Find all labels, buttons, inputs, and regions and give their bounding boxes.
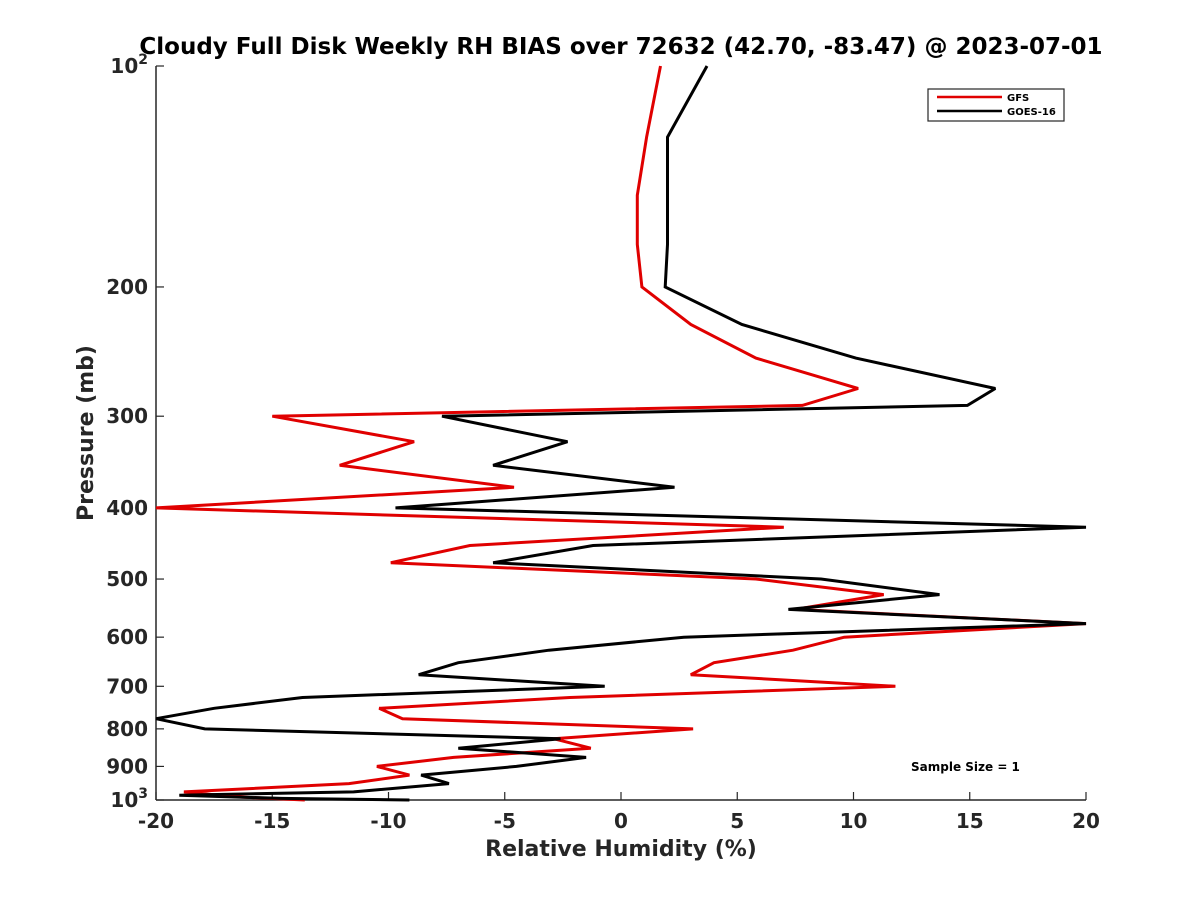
y-tick-label: 600 bbox=[106, 625, 148, 649]
y-ticks: 102 200 300 400 500 600 700 800 900 103 bbox=[106, 52, 164, 812]
y-tick-label: 800 bbox=[106, 717, 148, 741]
y-tick-label: 102 bbox=[110, 52, 148, 78]
series-line-goes16 bbox=[155, 65, 1087, 802]
legend-box bbox=[927, 88, 1065, 122]
legend-label-gfs: GFS bbox=[1007, 93, 1029, 104]
y-tick-label: 900 bbox=[106, 754, 148, 778]
x-axis-label: Relative Humidity (%) bbox=[485, 837, 757, 862]
series-lines bbox=[155, 65, 1087, 802]
x-tick-label: 0 bbox=[614, 809, 628, 833]
y-tick-label: 300 bbox=[106, 404, 148, 428]
x-tick-label: -15 bbox=[254, 809, 290, 833]
x-tick-label: -10 bbox=[370, 809, 406, 833]
x-tick-label: 5 bbox=[730, 809, 744, 833]
y-tick-label: 103 bbox=[110, 786, 148, 812]
chart-title: Cloudy Full Disk Weekly RH BIAS over 726… bbox=[139, 34, 1102, 60]
sample-size-annotation: Sample Size = 1 bbox=[911, 760, 1020, 774]
x-tick-label: -20 bbox=[138, 809, 174, 833]
x-tick-label: 15 bbox=[956, 809, 984, 833]
x-ticks: -20 -15 -10 -5 0 5 10 15 20 bbox=[138, 792, 1100, 833]
y-tick-label: 400 bbox=[106, 496, 148, 520]
x-tick-label: -5 bbox=[494, 809, 516, 833]
legend: GFS GOES-16 bbox=[927, 88, 1065, 122]
legend-label-goes16: GOES-16 bbox=[1007, 107, 1056, 118]
x-tick-label: 10 bbox=[840, 809, 868, 833]
y-tick-label: 200 bbox=[106, 275, 148, 299]
y-axis-label: Pressure (mb) bbox=[74, 345, 99, 521]
y-tick-label: 500 bbox=[106, 567, 148, 591]
series-line-gfs bbox=[155, 65, 1087, 802]
plot-area bbox=[155, 66, 1086, 801]
y-tick-label: 700 bbox=[106, 674, 148, 698]
x-tick-label: 20 bbox=[1072, 809, 1100, 833]
